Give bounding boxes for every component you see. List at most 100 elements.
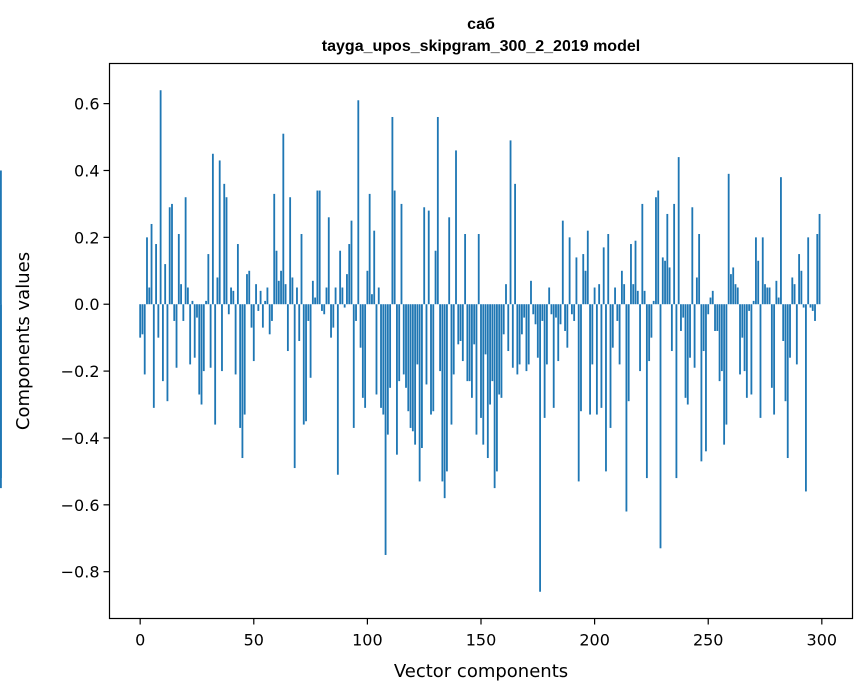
x-tick-label: 200 <box>579 631 610 650</box>
bar <box>273 193 276 305</box>
bar <box>414 304 417 445</box>
bar <box>398 304 401 382</box>
bar <box>261 304 264 328</box>
bar <box>230 287 232 305</box>
y-tick-label: 0.0 <box>74 295 99 314</box>
bar <box>630 244 632 305</box>
bar <box>152 304 155 408</box>
bar <box>150 223 153 305</box>
bar <box>475 304 478 435</box>
bar <box>461 304 464 362</box>
bar <box>346 274 348 305</box>
bar <box>543 304 546 418</box>
y-tick-label: −0.4 <box>61 429 100 448</box>
bar <box>755 237 757 305</box>
bar <box>795 304 798 365</box>
bar <box>427 210 430 305</box>
bar <box>216 277 219 305</box>
bar <box>373 230 376 305</box>
bar <box>209 304 212 368</box>
bar <box>566 304 569 348</box>
bar <box>705 304 707 452</box>
bar <box>580 304 582 412</box>
bar <box>777 297 780 305</box>
bar <box>434 250 437 305</box>
bar <box>305 304 307 422</box>
bar <box>275 250 278 305</box>
bar <box>607 234 610 305</box>
x-axis-ticks: 0 50 100 150 200 250 300 <box>135 618 837 650</box>
bar <box>355 304 357 321</box>
bar <box>277 280 280 305</box>
bar <box>525 304 528 372</box>
bar <box>564 304 566 331</box>
bar <box>509 140 512 305</box>
bar <box>246 274 248 305</box>
bar <box>232 290 235 305</box>
bar <box>159 90 162 305</box>
bar <box>498 304 501 395</box>
bar <box>257 304 260 311</box>
bar <box>532 304 535 315</box>
bar <box>811 304 814 311</box>
bar <box>421 304 423 448</box>
bar <box>268 304 271 335</box>
bar <box>636 290 639 305</box>
bar <box>491 304 494 382</box>
bar <box>377 287 380 305</box>
bar <box>0 304 2 489</box>
bar <box>141 304 144 335</box>
bar <box>196 304 198 318</box>
bar <box>168 207 171 305</box>
bar <box>321 304 323 311</box>
bar <box>634 240 637 305</box>
bar <box>559 304 562 325</box>
bar <box>709 297 712 305</box>
y-tick-label: −0.8 <box>61 563 100 582</box>
bar <box>364 304 367 408</box>
bar <box>250 304 253 328</box>
bar <box>173 304 176 321</box>
bar <box>711 290 714 305</box>
bar <box>371 294 373 305</box>
bar <box>534 304 537 325</box>
bar <box>289 197 292 305</box>
bar <box>175 304 178 368</box>
bar <box>648 304 651 362</box>
bar <box>396 304 398 455</box>
bar <box>466 304 469 382</box>
y-axis-label: Components values <box>13 252 34 430</box>
bar <box>205 300 207 305</box>
bar <box>550 304 553 315</box>
bar <box>766 287 769 305</box>
bar <box>189 304 192 365</box>
bar <box>223 183 226 305</box>
bar <box>332 304 335 328</box>
x-tick-label: 100 <box>352 631 383 650</box>
bar <box>500 304 503 398</box>
bar <box>0 170 2 305</box>
bar <box>720 304 723 372</box>
bar <box>486 304 489 459</box>
bar <box>348 244 351 305</box>
bar <box>171 203 173 305</box>
bar <box>793 284 796 305</box>
bar <box>670 304 673 352</box>
bar <box>284 284 287 305</box>
bar <box>518 304 521 365</box>
bar <box>218 160 221 305</box>
bar <box>225 197 228 305</box>
bar <box>296 287 298 305</box>
bar <box>361 304 364 398</box>
bar <box>750 304 753 395</box>
bar <box>146 237 148 305</box>
bar <box>536 304 539 358</box>
bar <box>786 304 789 459</box>
bar <box>814 304 816 321</box>
bar <box>791 277 794 305</box>
bar <box>471 304 473 398</box>
bar <box>384 304 387 555</box>
bar <box>255 284 257 305</box>
y-tick-label: 0.6 <box>74 95 99 114</box>
bar <box>582 254 585 305</box>
